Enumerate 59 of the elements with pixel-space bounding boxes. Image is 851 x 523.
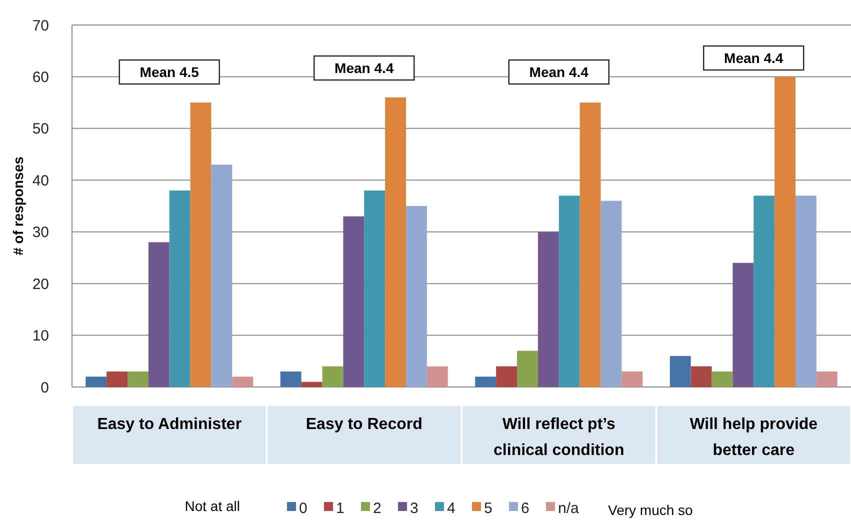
bar bbox=[622, 371, 643, 387]
y-tick-label: 50 bbox=[32, 120, 49, 138]
x-tick-label: Easy to Administer bbox=[97, 416, 242, 433]
bar bbox=[385, 97, 406, 387]
bar bbox=[169, 190, 190, 387]
y-axis-title: # of responses bbox=[10, 156, 26, 256]
bar bbox=[128, 371, 148, 387]
bar bbox=[580, 102, 601, 387]
legend-label: 1 bbox=[336, 500, 344, 517]
bar bbox=[600, 200, 622, 387]
bar bbox=[322, 366, 344, 387]
bar bbox=[106, 371, 128, 387]
annotation: Mean 4.4 bbox=[724, 50, 784, 66]
y-tick-label: 60 bbox=[32, 68, 49, 86]
bar bbox=[795, 196, 816, 387]
bar bbox=[301, 382, 322, 387]
bar bbox=[774, 76, 796, 387]
y-tick-label: 10 bbox=[32, 328, 49, 345]
text: Very much so bbox=[608, 502, 694, 518]
y-tick-label: 0 bbox=[40, 379, 49, 396]
bar bbox=[148, 242, 170, 387]
bar bbox=[690, 366, 712, 387]
bar bbox=[426, 366, 448, 387]
legend-label: 6 bbox=[521, 500, 530, 517]
annotation: Mean 4.4 bbox=[529, 64, 589, 80]
bar bbox=[538, 232, 559, 387]
bar bbox=[712, 371, 733, 387]
bar bbox=[280, 371, 302, 387]
bar bbox=[406, 206, 427, 387]
legend-label: 5 bbox=[484, 500, 492, 517]
bar bbox=[816, 371, 838, 387]
legend-label: n/a bbox=[558, 500, 580, 517]
bar bbox=[496, 366, 518, 387]
legend-label: 4 bbox=[447, 500, 456, 517]
bar bbox=[732, 262, 754, 387]
legend-label: 3 bbox=[410, 500, 418, 517]
y-tick-label: 70 bbox=[32, 17, 49, 34]
x-tick-label: Easy to Record bbox=[306, 416, 422, 433]
y-tick-label: 30 bbox=[32, 224, 49, 242]
y-tick-label: 40 bbox=[32, 172, 49, 190]
bar bbox=[343, 216, 364, 387]
text: Not at all bbox=[184, 498, 240, 514]
bar bbox=[670, 356, 691, 387]
annotation: Mean 4.4 bbox=[334, 60, 394, 76]
legend-label: 0 bbox=[299, 500, 308, 517]
x-tick-label: Will help provide better care bbox=[690, 416, 818, 459]
bar bbox=[86, 376, 107, 387]
legend-label: 2 bbox=[373, 500, 382, 517]
bar bbox=[558, 196, 580, 387]
bar bbox=[475, 376, 496, 387]
bar bbox=[190, 102, 212, 387]
x-tick-label: Will reflect pt’s clinical condition bbox=[494, 416, 624, 459]
bar bbox=[754, 196, 775, 387]
bar bbox=[232, 376, 254, 387]
annotation: Mean 4.5 bbox=[140, 64, 200, 80]
bar bbox=[364, 190, 386, 387]
y-tick-label: 20 bbox=[32, 276, 49, 293]
bar bbox=[517, 350, 538, 387]
bar bbox=[211, 164, 232, 387]
